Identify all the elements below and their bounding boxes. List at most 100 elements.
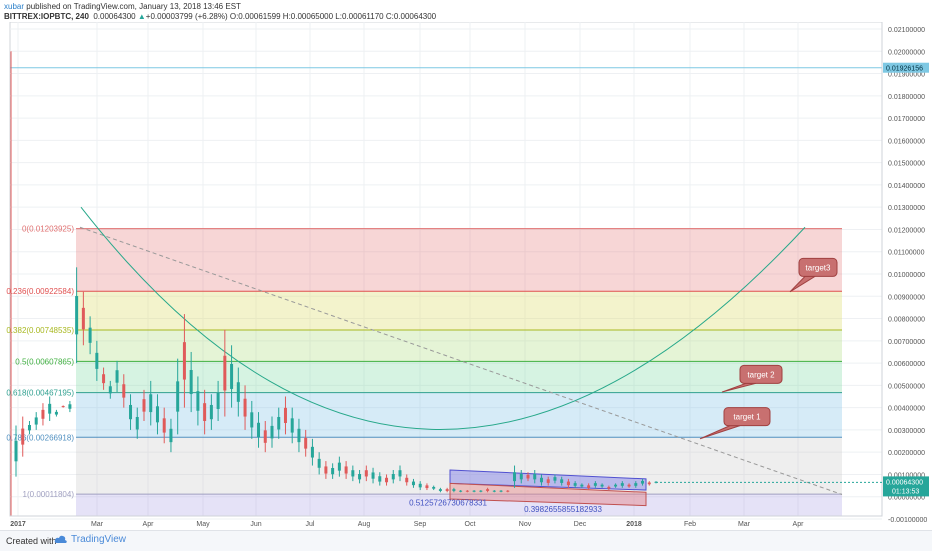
candle-body: [647, 482, 651, 485]
y-tick-label: 0.01000000: [888, 272, 925, 279]
candle-body: [317, 458, 321, 468]
candle-body: [539, 477, 543, 483]
y-tick-label: 0.00500000: [888, 383, 925, 390]
candle-body: [587, 485, 591, 489]
candle-body: [331, 467, 335, 475]
y-tick-label: 0.01800000: [888, 94, 925, 101]
candle-body: [486, 489, 490, 491]
candle-body: [499, 490, 503, 492]
candle-body: [641, 480, 645, 484]
candle-body: [526, 474, 530, 479]
y-tick-label: -0.00100000: [888, 517, 927, 524]
candle-body: [600, 484, 604, 487]
candle-body: [391, 474, 395, 480]
candle-body: [21, 428, 25, 445]
y-tick-label: 0.01100000: [888, 250, 925, 257]
y-tick-label: 0.01300000: [888, 205, 925, 212]
candle-body: [230, 363, 234, 389]
candle-body: [627, 484, 631, 487]
x-tick-label: Jul: [306, 521, 315, 528]
x-tick-label: Feb: [684, 521, 696, 528]
y-tick-label: 0.00000000: [888, 495, 925, 502]
candle-body: [135, 416, 139, 430]
candle-body: [573, 483, 577, 486]
y-tick-label: 0.00900000: [888, 294, 925, 301]
candle-body: [405, 477, 409, 483]
parabolic-curve[interactable]: [80, 206, 806, 430]
candle-body: [155, 406, 159, 423]
y-tick-label: 0.00700000: [888, 339, 925, 346]
x-tick-label: Mar: [738, 521, 751, 528]
candle-body: [472, 490, 476, 492]
y-tick-label: 0.01700000: [888, 116, 925, 123]
candle-body: [438, 489, 442, 491]
symbol-info: BITTREX:IOPBTC, 240 0.00064300 ▲+0.00003…: [4, 12, 436, 21]
candle-body: [102, 374, 106, 384]
candle-body: [216, 392, 220, 409]
chart-area[interactable]: 0(0.01203925) 0.236(0.00922584) 0.382(0.00…: [0, 22, 932, 530]
target-box[interactable]: [723, 407, 771, 427]
target-box[interactable]: [798, 257, 838, 277]
candle-body: [88, 327, 92, 343]
candle-body: [432, 486, 436, 489]
candle-body: [580, 484, 584, 487]
target-box[interactable]: [739, 364, 783, 384]
candle-body: [48, 403, 52, 414]
x-tick-label: Jun: [250, 521, 261, 528]
candle-body: [142, 399, 146, 412]
x-tick-label: Apr: [143, 521, 155, 528]
candle-body: [445, 489, 449, 491]
candle-body: [27, 425, 31, 431]
publish-info: xubar published on TradingView.com, Janu…: [4, 2, 241, 11]
x-tick-label: Nov: [519, 521, 532, 528]
chart-canvas[interactable]: 0(0.01203925) 0.236(0.00922584) 0.382(0.00…: [0, 22, 932, 530]
candle-body: [34, 417, 38, 425]
candle-body: [337, 462, 341, 471]
x-tick-label: Apr: [793, 521, 805, 528]
candle-body: [634, 483, 638, 486]
candle-body: [479, 490, 483, 492]
candle-body: [81, 307, 85, 330]
candle-body: [620, 483, 624, 486]
lower-channel[interactable]: [449, 482, 647, 507]
target-label: target 2: [747, 370, 775, 379]
chart-header: xubar published on TradingView.com, Janu…: [0, 0, 932, 22]
x-tick-label: 2017: [10, 521, 26, 528]
candle-body: [344, 466, 348, 474]
candle-body: [513, 472, 517, 482]
candle-body: [411, 481, 415, 486]
x-tick-label: Oct: [465, 521, 476, 528]
created-with-text: Created with: [6, 536, 57, 546]
candle-body: [566, 481, 570, 486]
candle-body: [270, 425, 274, 439]
candle-body: [122, 384, 126, 398]
candle-body: [149, 394, 153, 413]
fib-level-label: 0.618(0.00467195): [6, 389, 74, 398]
fib-level-label: 1(0.00011804): [23, 490, 75, 499]
x-tick-label: Aug: [358, 521, 371, 528]
candle-body: [418, 483, 422, 488]
candle-body: [162, 418, 166, 433]
candle-body: [465, 490, 469, 492]
tradingview-logo[interactable]: TradingView: [54, 534, 126, 545]
candle-body: [358, 474, 362, 480]
symbol-label[interactable]: BITTREX:IOPBTC, 240: [4, 12, 89, 21]
candle-body: [277, 416, 281, 430]
y-tick-label: 0.00100000: [888, 472, 925, 479]
publish-text: published on TradingView.com, January 13…: [26, 2, 241, 11]
candle-body: [115, 370, 119, 383]
candle-body: [553, 477, 557, 481]
plot-area[interactable]: [9, 22, 883, 517]
candle-body: [129, 404, 133, 420]
candle-body: [236, 382, 240, 402]
footer: Created with TradingView: [0, 530, 932, 551]
candle-body: [68, 404, 72, 409]
candle-body: [533, 474, 537, 480]
change-text: +0.00003799 (+6.28%): [145, 12, 228, 21]
candle-body: [593, 483, 597, 486]
candle-body: [283, 407, 287, 424]
candle-body: [290, 418, 294, 433]
author-link[interactable]: xubar: [4, 2, 25, 11]
candle-body: [560, 479, 564, 483]
trend-line[interactable]: [79, 226, 843, 495]
